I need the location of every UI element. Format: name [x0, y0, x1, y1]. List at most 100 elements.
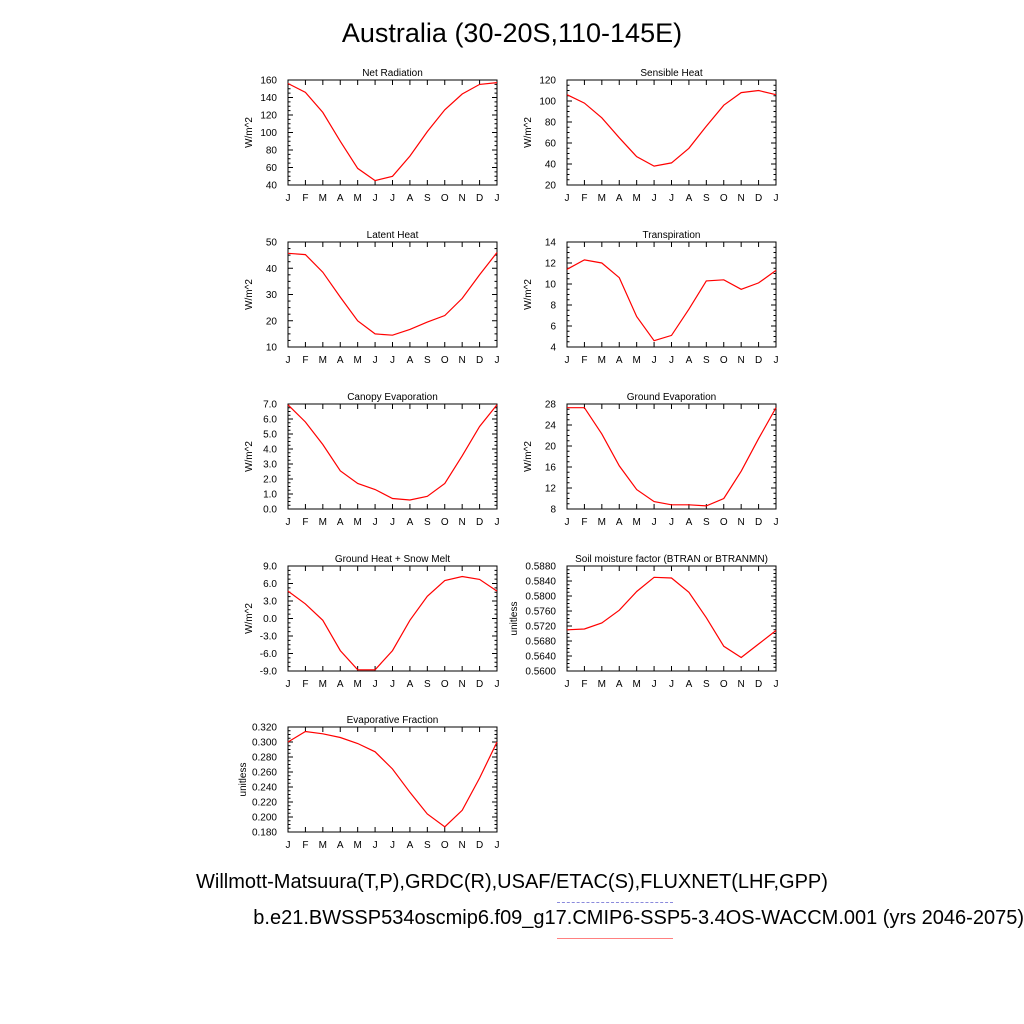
x-tick-label: A [407, 840, 414, 851]
y-tick-label: 12 [545, 484, 557, 495]
y-axis-label: W/m^2 [523, 441, 534, 472]
y-tick-label: 0.5680 [525, 637, 556, 648]
x-tick-label: M [319, 679, 327, 690]
series-line [287, 82, 498, 182]
x-tick-label: A [616, 193, 623, 204]
plot-frame [566, 241, 777, 348]
x-tick-label: A [337, 840, 344, 851]
y-axis-label: W/m^2 [244, 279, 255, 310]
x-tick-label: F [581, 679, 587, 690]
y-tick-label: 14 [545, 238, 557, 249]
x-tick-label: J [286, 193, 291, 204]
x-tick-label: A [337, 193, 344, 204]
x-tick-label: J [652, 355, 657, 366]
y-tick-label: -9.0 [260, 667, 278, 678]
x-tick-label: J [669, 193, 674, 204]
y-tick-label: 0.180 [252, 828, 277, 839]
series-line [287, 730, 498, 828]
y-tick-label: 12 [545, 259, 557, 270]
x-tick-label: J [669, 355, 674, 366]
y-axis-label: W/m^2 [523, 279, 534, 310]
y-tick-label: 0.300 [252, 738, 277, 749]
y-tick-label: 3.0 [263, 460, 277, 471]
y-tick-label: 7.0 [263, 400, 277, 411]
y-tick-label: 40 [545, 160, 557, 171]
y-tick-label: 0.5760 [525, 607, 556, 618]
legend-observations-sample [557, 902, 673, 903]
y-tick-label: 0.220 [252, 798, 277, 809]
x-tick-label: J [652, 193, 657, 204]
x-tick-label: F [581, 517, 587, 528]
plot-frame [566, 79, 777, 186]
x-tick-label: D [755, 517, 762, 528]
x-tick-label: N [738, 355, 745, 366]
y-tick-label: 16 [545, 463, 557, 474]
x-tick-label: J [390, 517, 395, 528]
y-tick-label: 0.5880 [525, 562, 556, 573]
series-line [566, 259, 777, 342]
y-tick-label: 30 [266, 290, 278, 301]
x-tick-label: J [373, 679, 378, 690]
y-tick-label: 6.0 [263, 579, 277, 590]
x-tick-label: M [319, 355, 327, 366]
x-tick-label: M [632, 679, 640, 690]
x-tick-label: F [302, 679, 308, 690]
x-tick-label: O [441, 517, 449, 528]
y-axis-label: W/m^2 [244, 117, 255, 148]
x-tick-label: J [373, 355, 378, 366]
x-tick-label: M [598, 355, 606, 366]
y-tick-label: 0.320 [252, 723, 277, 734]
x-tick-label: A [616, 517, 623, 528]
x-tick-label: A [686, 679, 693, 690]
y-tick-label: 0.260 [252, 768, 277, 779]
y-tick-label: 140 [260, 93, 277, 104]
x-tick-label: N [459, 517, 466, 528]
panel-title: Canopy Evaporation [347, 392, 438, 403]
x-tick-label: S [424, 840, 431, 851]
y-tick-label: 60 [266, 163, 278, 174]
panel-title: Transpiration [643, 230, 701, 241]
y-tick-label: 4 [550, 343, 556, 354]
y-tick-label: 120 [539, 76, 556, 87]
y-tick-label: 20 [266, 316, 278, 327]
panel-soil-moisture-factor: Soil moisture factor (BTRAN or BTRANMN) J… [509, 554, 779, 690]
x-tick-label: A [686, 355, 693, 366]
y-tick-label: 6 [550, 322, 556, 333]
x-tick-label: M [632, 517, 640, 528]
x-tick-label: N [459, 355, 466, 366]
x-tick-label: J [565, 193, 570, 204]
x-tick-label: A [337, 355, 344, 366]
x-tick-label: M [353, 679, 361, 690]
series-line [287, 575, 498, 671]
x-tick-label: J [495, 517, 500, 528]
y-axis-label: unitless [238, 763, 249, 797]
x-tick-label: J [774, 517, 779, 528]
y-tick-label: 0.5800 [525, 592, 556, 603]
y-tick-label: 80 [266, 146, 278, 157]
y-tick-label: 4.0 [263, 445, 277, 456]
y-axis-label: W/m^2 [523, 117, 534, 148]
x-tick-label: J [373, 517, 378, 528]
x-tick-label: J [495, 679, 500, 690]
y-tick-label: 5.0 [263, 430, 277, 441]
panel-title: Soil moisture factor (BTRAN or BTRANMN) [575, 554, 768, 565]
series-line [287, 404, 498, 501]
series-line [566, 576, 777, 659]
y-tick-label: 40 [266, 181, 278, 192]
x-tick-label: M [598, 193, 606, 204]
x-tick-label: N [459, 840, 466, 851]
plot-frame [287, 726, 498, 833]
y-tick-label: 20 [545, 181, 557, 192]
x-tick-label: A [407, 517, 414, 528]
x-tick-label: M [319, 193, 327, 204]
y-tick-label: 0.0 [263, 505, 277, 516]
x-tick-label: M [632, 355, 640, 366]
x-tick-label: F [581, 193, 587, 204]
y-tick-label: 0.240 [252, 783, 277, 794]
y-tick-label: 10 [266, 343, 278, 354]
x-tick-label: D [476, 679, 483, 690]
x-tick-label: F [302, 193, 308, 204]
